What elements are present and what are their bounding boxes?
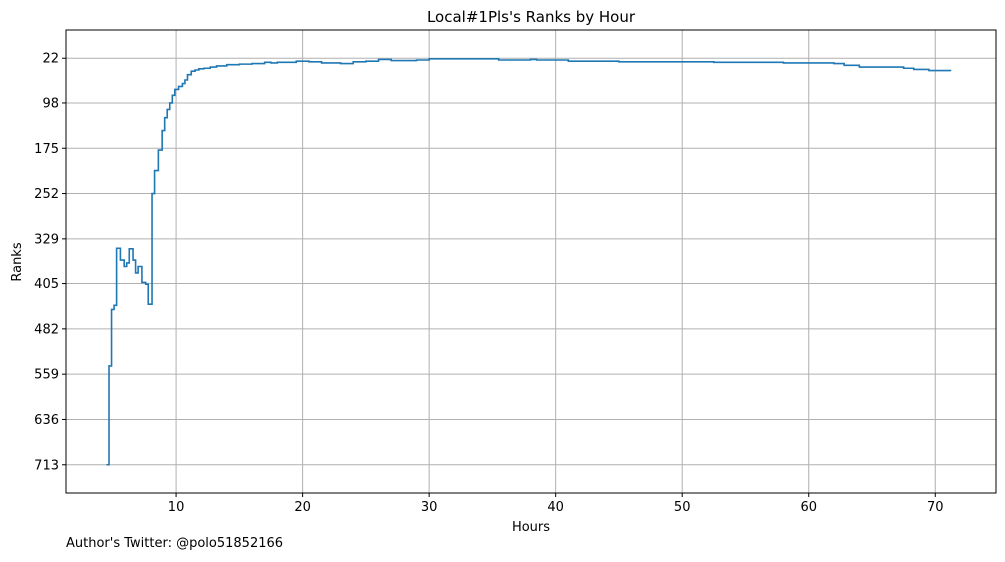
y-tick-label: 559: [34, 368, 59, 383]
x-axis: 10 20 30 40 50 60 70: [168, 493, 944, 515]
x-tick-label: 20: [294, 500, 311, 515]
chart-title: Local#1Pls's Ranks by Hour: [427, 8, 636, 26]
x-axis-label: Hours: [512, 520, 550, 535]
y-tick-label: 482: [34, 322, 59, 337]
y-tick-label: 22: [42, 52, 59, 67]
x-tick-label: 60: [800, 500, 817, 515]
y-tick-label: 636: [34, 413, 59, 428]
y-tick-label: 713: [34, 458, 59, 473]
x-tick-label: 30: [421, 500, 438, 515]
x-tick-label: 70: [927, 500, 944, 515]
y-axis-label: Ranks: [10, 242, 25, 281]
rank-step-line: [106, 58, 952, 466]
x-tick-label: 10: [168, 500, 185, 515]
plot-frame: [65, 29, 997, 494]
rank-chart: Local#1Pls's Ranks by Hour 10 20 30 40 50 60 7…: [10, 8, 997, 535]
author-credit: Author's Twitter: @polo51852166: [66, 536, 284, 551]
grid-lines: [66, 30, 996, 493]
y-tick-label: 405: [34, 277, 59, 292]
x-tick-label: 50: [674, 500, 691, 515]
x-tick-label: 40: [547, 500, 564, 515]
y-tick-label: 98: [42, 96, 59, 111]
y-tick-label: 329: [34, 232, 59, 247]
series-layer: [106, 58, 952, 466]
y-tick-label: 252: [34, 187, 59, 202]
y-axis: 22 98 175 252 329 405 482 559 636 713: [34, 52, 66, 473]
y-tick-label: 175: [34, 142, 59, 157]
